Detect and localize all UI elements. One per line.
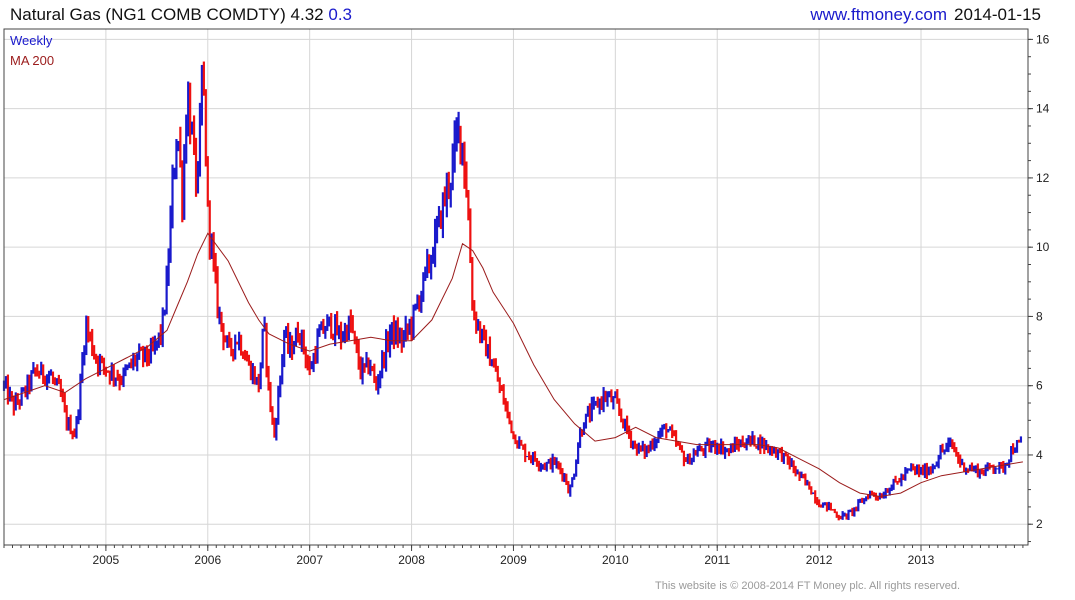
x-tick-label: 2006 (194, 553, 221, 567)
title-text: Natural Gas (NG1 COMB COMDTY) 4.32 (10, 5, 324, 24)
x-tick-label: 2007 (296, 553, 323, 567)
y-tick-label: 14 (1036, 102, 1050, 116)
plot-frame (3, 28, 1029, 546)
y-tick-label: 6 (1036, 379, 1043, 393)
x-tick-label: 2013 (908, 553, 935, 567)
chart-date: 2014-01-15 (954, 5, 1041, 24)
y-tick-label: 4 (1036, 448, 1043, 462)
header-right: www.ftmoney.com 2014-01-15 (810, 5, 1041, 25)
x-tick-label: 2010 (602, 553, 629, 567)
y-tick-label: 2 (1036, 517, 1043, 531)
y-tick-label: 12 (1036, 171, 1050, 185)
copyright-footer: This website is © 2008-2014 FT Money plc… (655, 580, 961, 592)
price-change: 0.3 (328, 5, 352, 24)
x-tick-label: 2011 (704, 553, 730, 567)
x-tick-label: 2008 (398, 553, 425, 567)
ma200-line (3, 232, 1023, 498)
x-axis: 2005 2006 2007 2008 2009 2010 2011 2012 2013 (3, 545, 1024, 567)
x-tick-label: 2012 (806, 553, 833, 567)
y-tick-label: 8 (1036, 309, 1043, 323)
grid-lines (4, 29, 1028, 545)
x-tick-label: 2005 (93, 553, 120, 567)
legend-ma200: MA 200 (10, 53, 54, 68)
legend-weekly: Weekly (10, 33, 53, 48)
y-tick-label: 10 (1036, 240, 1050, 254)
y-tick-label: 16 (1036, 32, 1050, 46)
y-axis: 2 4 6 8 10 12 14 16 (1028, 32, 1050, 543)
x-tick-label: 2009 (500, 553, 527, 567)
site-link[interactable]: www.ftmoney.com (810, 5, 948, 24)
price-bars-layer (2, 61, 1023, 521)
chart-title: Natural Gas (NG1 COMB COMDTY) 4.32 0.3 (10, 5, 352, 25)
